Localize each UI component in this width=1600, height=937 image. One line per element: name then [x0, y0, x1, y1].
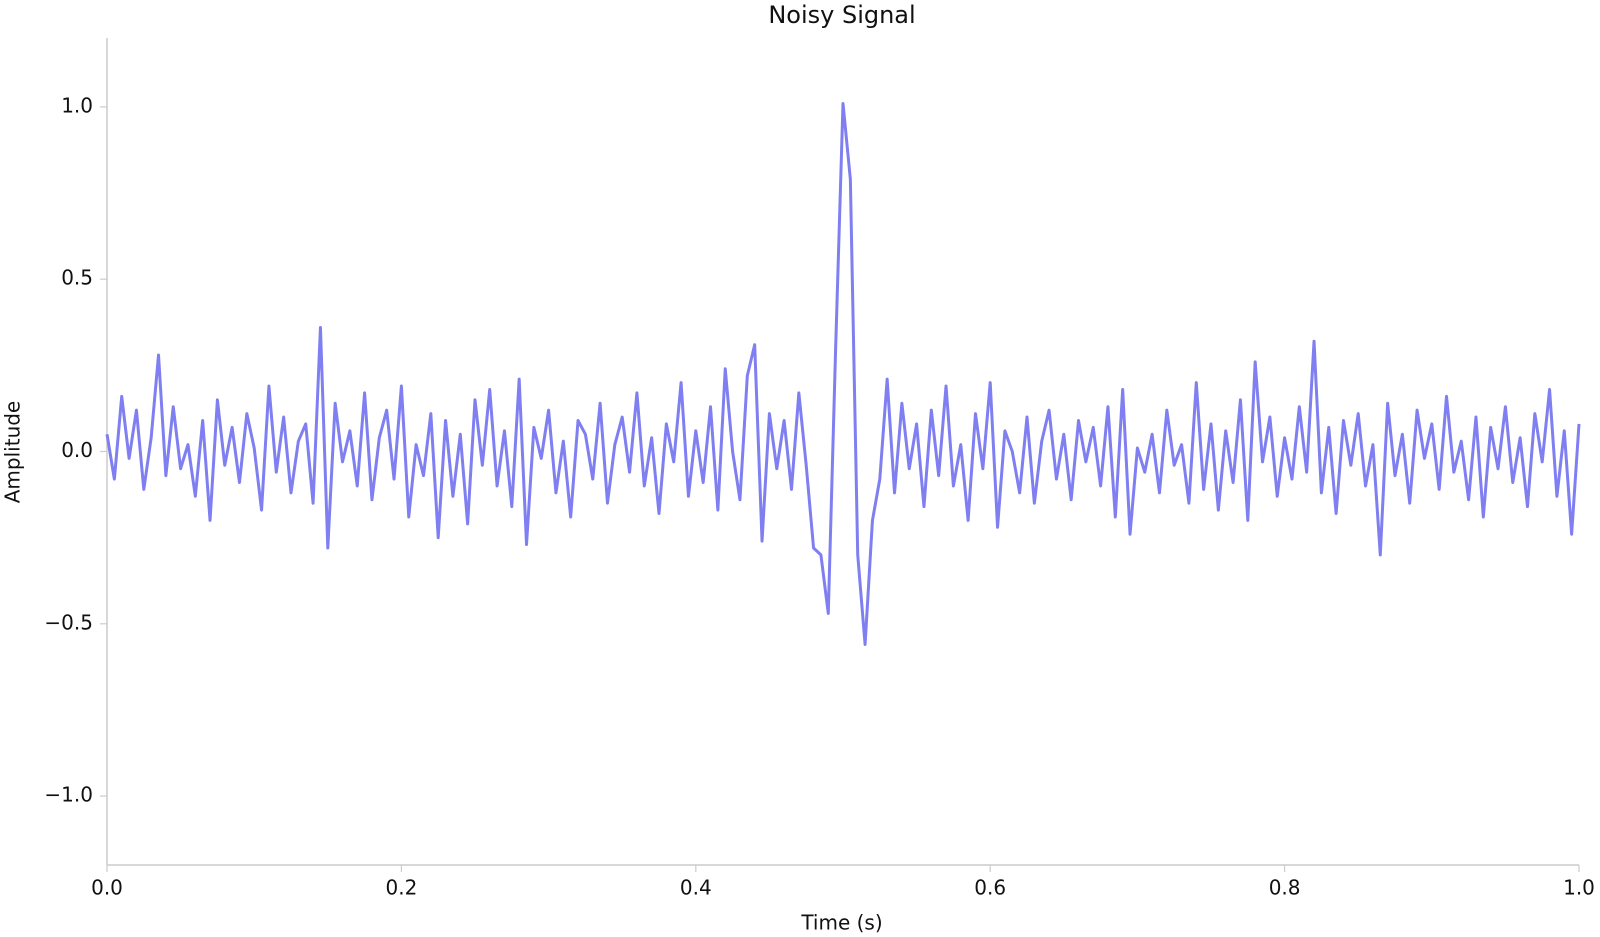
- chart-title: Noisy Signal: [768, 1, 915, 29]
- x-tick-label: 0.2: [385, 876, 417, 900]
- y-tick-label: −1.0: [44, 783, 93, 807]
- x-tick-label: 0.6: [974, 876, 1006, 900]
- y-tick-label: 0.0: [61, 438, 93, 462]
- x-tick-label: 0.8: [1269, 876, 1301, 900]
- signal-line: [105, 101, 1581, 646]
- x-tick-label: 1.0: [1563, 876, 1595, 900]
- x-tick-label: 0.4: [680, 876, 712, 900]
- y-axis-label: Amplitude: [1, 401, 25, 504]
- x-axis-label: Time (s): [800, 911, 882, 935]
- y-tick-label: −0.5: [44, 610, 93, 634]
- y-tick-label: 1.0: [61, 93, 93, 117]
- y-tick-label: 0.5: [61, 266, 93, 290]
- x-tick-label: 0.0: [91, 876, 123, 900]
